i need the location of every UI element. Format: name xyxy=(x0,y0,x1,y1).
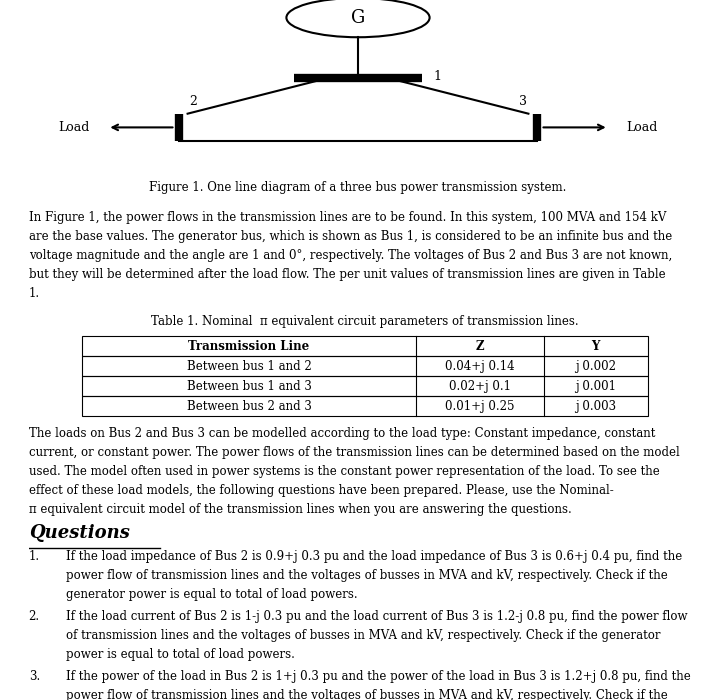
Text: j 0.003: j 0.003 xyxy=(575,400,616,413)
Text: voltage magnitude and the angle are 1 and 0°, respectively. The voltages of Bus : voltage magnitude and the angle are 1 an… xyxy=(29,248,672,262)
Text: Between bus 2 and 3: Between bus 2 and 3 xyxy=(187,400,311,413)
Text: If the load impedance of Bus 2 is 0.9+j 0.3 pu and the load impedance of Bus 3 i: If the load impedance of Bus 2 is 0.9+j … xyxy=(66,550,682,564)
Text: Y: Y xyxy=(591,340,600,353)
Bar xyxy=(82,337,648,356)
Text: Between bus 1 and 3: Between bus 1 and 3 xyxy=(187,380,311,393)
Text: power is equal to total of load powers.: power is equal to total of load powers. xyxy=(66,648,294,662)
Text: 2.: 2. xyxy=(29,610,40,623)
Text: 0.01+j 0.25: 0.01+j 0.25 xyxy=(445,400,514,413)
Text: Questions: Questions xyxy=(29,524,130,542)
Text: power flow of transmission lines and the voltages of busses in MVA and kV, respe: power flow of transmission lines and the… xyxy=(66,569,667,582)
Bar xyxy=(82,396,648,416)
Text: 3: 3 xyxy=(518,94,527,108)
Text: current, or constant power. The power flows of the transmission lines can be det: current, or constant power. The power fl… xyxy=(29,447,679,459)
Text: but they will be determined after the load flow. The per unit values of transmis: but they will be determined after the lo… xyxy=(29,267,665,281)
Text: In Figure 1, the power flows in the transmission lines are to be found. In this : In Figure 1, the power flows in the tran… xyxy=(29,211,666,223)
Text: If the power of the load in Bus 2 is 1+j 0.3 pu and the power of the load in Bus: If the power of the load in Bus 2 is 1+j… xyxy=(66,671,690,683)
Bar xyxy=(82,377,648,396)
Text: 1: 1 xyxy=(433,70,441,83)
Text: π equivalent circuit model of the transmission lines when you are answering the : π equivalent circuit model of the transm… xyxy=(29,503,571,517)
Text: 1.: 1. xyxy=(29,286,40,300)
Text: j 0.002: j 0.002 xyxy=(575,360,616,373)
Text: used. The model often used in power systems is the constant power representation: used. The model often used in power syst… xyxy=(29,466,659,478)
Text: 1.: 1. xyxy=(29,550,40,564)
Text: Figure 1. One line diagram of a three bus power transmission system.: Figure 1. One line diagram of a three bu… xyxy=(150,181,566,194)
Text: Table 1. Nominal  π equivalent circuit parameters of transmission lines.: Table 1. Nominal π equivalent circuit pa… xyxy=(151,314,579,328)
Text: power flow of transmission lines and the voltages of busses in MVA and kV, respe: power flow of transmission lines and the… xyxy=(66,690,667,700)
Text: Load: Load xyxy=(626,121,658,134)
Text: The loads on Bus 2 and Bus 3 can be modelled according to the load type: Constan: The loads on Bus 2 and Bus 3 can be mode… xyxy=(29,428,655,440)
Text: are the base values. The generator bus, which is shown as Bus 1, is considered t: are the base values. The generator bus, … xyxy=(29,230,672,242)
Text: Load: Load xyxy=(58,121,90,134)
Text: Between bus 1 and 2: Between bus 1 and 2 xyxy=(187,360,311,373)
Text: Z: Z xyxy=(475,340,484,353)
Text: effect of these load models, the following questions have been prepared. Please,: effect of these load models, the followi… xyxy=(29,484,614,498)
Text: j 0.001: j 0.001 xyxy=(575,380,616,393)
Text: 3.: 3. xyxy=(29,671,40,683)
Text: G: G xyxy=(351,8,365,27)
Text: generator power is equal to total of load powers.: generator power is equal to total of loa… xyxy=(66,588,357,601)
Bar xyxy=(82,356,648,377)
Text: 0.04+j 0.14: 0.04+j 0.14 xyxy=(445,360,514,373)
Text: 0.02+j 0.1: 0.02+j 0.1 xyxy=(449,380,511,393)
Text: 2: 2 xyxy=(190,94,197,108)
Text: Transmission Line: Transmission Line xyxy=(188,340,310,353)
Text: of transmission lines and the voltages of busses in MVA and kV, respectively. Ch: of transmission lines and the voltages o… xyxy=(66,629,660,642)
Text: If the load current of Bus 2 is 1-j 0.3 pu and the load current of Bus 3 is 1.2-: If the load current of Bus 2 is 1-j 0.3 … xyxy=(66,610,687,623)
